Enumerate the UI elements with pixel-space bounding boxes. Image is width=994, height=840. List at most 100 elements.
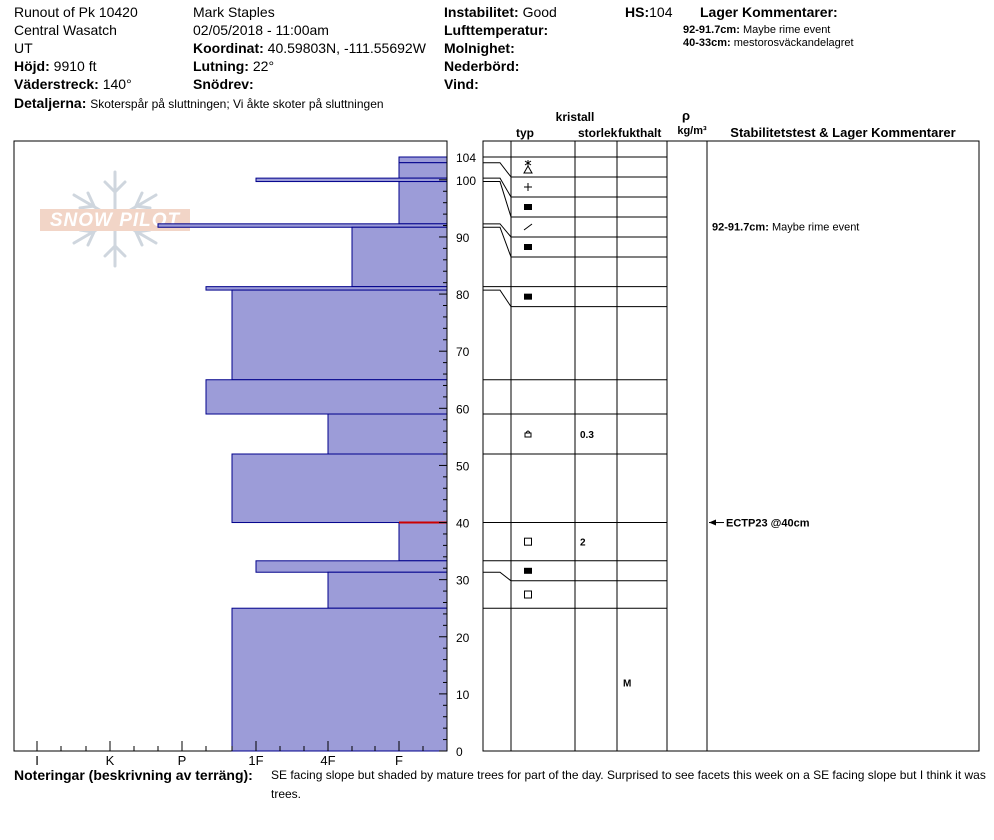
layer-bar (157, 223, 448, 228)
elevation-value: 9910 ft (53, 58, 97, 74)
col-header-size: storlek (578, 126, 618, 140)
depth-connector (483, 177, 512, 198)
precip-row: Nederbörd: (444, 58, 519, 74)
depth-connector (483, 289, 512, 307)
crystal-symbol-filled-square (524, 567, 532, 574)
crystal-table-frame (482, 140, 708, 752)
col-header-typ: typ (516, 126, 534, 140)
air-temp-label: Lufttemperatur: (444, 22, 549, 38)
notes-line1: SE facing slope but shaded by mature tre… (271, 768, 986, 782)
crystal-symbol-cup-arc (525, 430, 531, 434)
coords-value: 40.59803N, -111.55692W (267, 40, 426, 56)
aspect-value: 140° (102, 76, 132, 92)
aspect-row: Väderstreck: 140° (14, 76, 132, 92)
col-header-stability: Stabilitetstest & Lager Kommentarer (730, 125, 955, 140)
crystal-symbol-filled-square (524, 293, 532, 300)
slope-label: Lutning: (193, 58, 249, 74)
depth-tick-label: 50 (456, 459, 470, 473)
hardness-tick-label: 1F (248, 753, 263, 768)
col-header-rho: ρ (682, 108, 690, 123)
crystal-symbol-open-square (524, 537, 532, 546)
notes-line2: trees. (271, 787, 302, 801)
hs-label: HS: (625, 4, 650, 20)
col-header-moisture: fukthalt (618, 126, 661, 140)
depth-connector (483, 226, 512, 258)
layer-bar (398, 522, 448, 562)
wind-row: Vind: (444, 76, 479, 92)
location-line1: Runout of Pk 10420 (14, 4, 138, 20)
depth-tick-label: 70 (456, 345, 470, 359)
crystal-symbol-cup-body (524, 432, 532, 438)
details-value: Skoterspår på sluttningen; Vi åkte skote… (90, 97, 384, 111)
hardness-tick-label: F (395, 753, 403, 768)
stability-comment: 92-91.7cm: Maybe rime event (712, 221, 859, 233)
layer-bar (231, 289, 448, 381)
depth-connector (483, 223, 512, 238)
layer-comment-1: 92-91.7cm: Maybe rime event (683, 24, 830, 37)
layer-bar (398, 181, 448, 225)
precip-label: Nederbörd: (444, 58, 520, 74)
coords-label: Koordinat: (193, 40, 264, 56)
layer-bar (255, 560, 448, 573)
crystal-symbol-slash (523, 223, 533, 231)
coords-row: Koordinat: 40.59803N, -111.55692W (193, 40, 426, 56)
layer-comment-2: 40-33cm: mestorosväckandelagret (683, 37, 854, 50)
layer-bar (327, 413, 448, 455)
layer-bar (398, 156, 448, 164)
hardness-tick-label: P (178, 753, 187, 768)
crystal-symbol-open-square (524, 590, 532, 599)
hardness-tick-label: K (106, 753, 115, 768)
snowpilot-watermark: SNOW PILOT (40, 170, 190, 268)
hs-row: HS:104 (625, 4, 672, 20)
depth-tick-label: 30 (456, 574, 470, 588)
layer-bar (205, 286, 448, 291)
observation-datetime: 02/05/2018 - 11:00am (193, 22, 329, 38)
crystal-size: 0.3 (580, 430, 594, 441)
sky-label: Molnighet: (444, 40, 515, 56)
layer-comments-title: Lager Kommentarer: (700, 4, 838, 20)
depth-tick-label: 100 (456, 174, 476, 188)
depth-tick-label: 40 (456, 517, 470, 531)
wind-loading-label: Snödrev: (193, 76, 254, 92)
layer-bar (231, 607, 448, 752)
depth-tick-label: 0 (456, 745, 463, 759)
layer-comment-2-text: mestorosväckandelagret (733, 37, 854, 49)
crystal-symbol-filled-square (524, 244, 532, 250)
watermark-band (40, 209, 190, 231)
details-label: Detaljerna: (14, 95, 87, 111)
location-line2: Central Wasatch (14, 22, 117, 38)
stability-frame (706, 140, 980, 752)
sky-row: Molnighet: (444, 40, 515, 56)
wind-loading-row: Snödrev: (193, 76, 254, 92)
layer-comment-2-range: 40-33cm: (683, 37, 731, 49)
crystal-symbol-star-ray (524, 160, 532, 166)
layer-bar (327, 571, 448, 609)
test-arrow-head (709, 519, 716, 526)
depth-tick-label: 60 (456, 402, 470, 416)
observer-name: Mark Staples (193, 4, 275, 20)
aspect-label: Väderstreck: (14, 76, 99, 92)
col-header-density-unit: kg/m³ (677, 125, 707, 137)
wind-label: Vind: (444, 76, 479, 92)
instability-row: Instabilitet: Good (444, 4, 557, 20)
layer-bar (255, 177, 448, 183)
moisture-value: M (623, 678, 631, 689)
elevation-label: Höjd: (14, 58, 50, 74)
slope-row: Lutning: 22° (193, 58, 274, 74)
layer-comment-1-range: 92-91.7cm: (683, 24, 740, 36)
hs-value: 104 (649, 4, 673, 20)
layer-bar (398, 162, 448, 179)
crystal-symbol-filled-square (524, 204, 532, 210)
layer-bar (231, 453, 448, 524)
notes-label: Noteringar (beskrivning av terräng): (14, 767, 253, 783)
crystal-symbol-triangle (523, 164, 533, 174)
stability-comment-range: 92-91.7cm: (712, 221, 772, 233)
watermark-text: SNOW PILOT (50, 210, 181, 231)
layer-bar (205, 379, 448, 415)
depth-tick-label: 104 (456, 151, 476, 165)
depth-tick-label: 90 (456, 231, 470, 245)
location-line3: UT (14, 40, 33, 56)
layer-comment-1-text: Maybe rime event (742, 24, 831, 36)
details-row: Detaljerna: Skoterspår på sluttningen; V… (14, 95, 384, 111)
col-header-kristall: kristall (556, 110, 595, 124)
